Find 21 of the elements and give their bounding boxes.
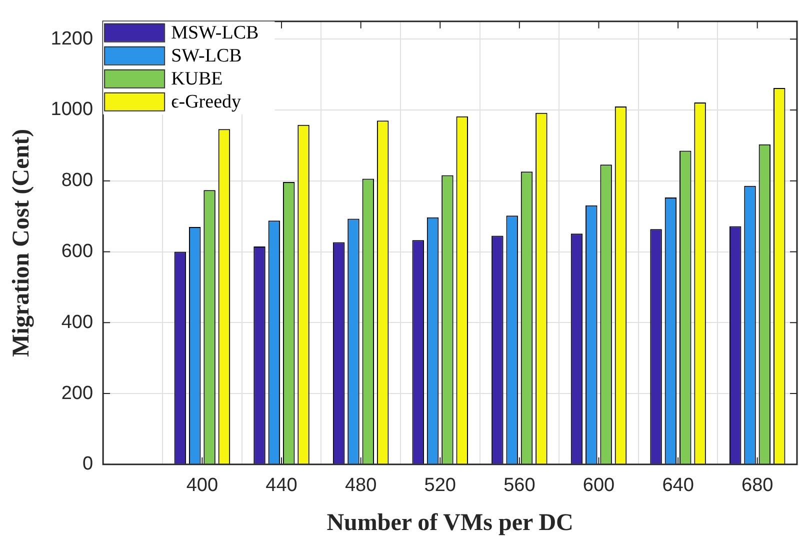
x-tick-label: 640 [662,475,694,496]
x-tick-label: 560 [504,475,536,496]
legend-label: MSW-LCB [171,22,259,44]
legend-label: KUBE [171,68,223,90]
x-tick-label: 680 [741,475,774,496]
x-tick-label: 480 [344,475,377,496]
y-tick-label: 0 [82,454,94,475]
x-tick-label: 600 [582,475,615,496]
y-tick-label: 1200 [50,28,94,50]
y-tick-label: 200 [61,382,94,404]
x-tick-label: 400 [186,475,218,496]
y-tick-label: 1000 [50,99,94,120]
y-tick-label: 400 [61,312,94,333]
y-axis-title: Migration Cost (Cent) [8,128,35,357]
legend-label: SW-LCB [171,45,242,66]
y-tick-label: 600 [61,240,94,262]
x-axis-title: Number of VMs per DC [326,510,574,536]
x-tick-label: 440 [266,475,298,496]
legend-label: ϵ-Greedy [171,91,242,112]
y-tick-label: 800 [61,170,94,192]
x-tick-label: 520 [424,475,456,496]
